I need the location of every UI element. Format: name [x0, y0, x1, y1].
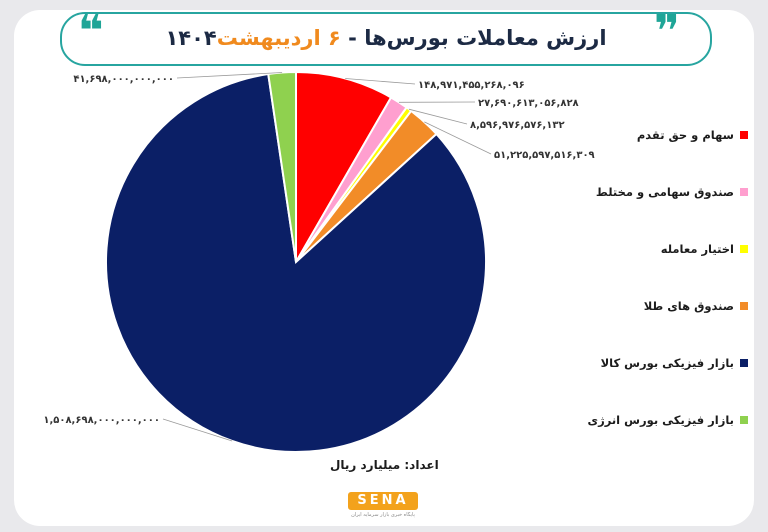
leader-line-energy-physical [176, 72, 283, 79]
leader-line-gold-funds [424, 121, 492, 155]
data-label-energy-physical: ۴۱,۶۹۸,۰۰۰,۰۰۰,۰۰۰ [73, 74, 174, 85]
title-date: ۶ اردیبهشت [216, 26, 341, 50]
legend-swatch [740, 416, 748, 424]
pie-slices [105, 70, 487, 453]
data-labels: ۱۴۸,۹۷۱,۴۵۵,۲۶۸,۰۹۶ ۲۷,۶۹۰,۶۱۳,۰۵۶,۸۲۸ ۸,۵… [43, 74, 594, 426]
legend-label: بازار فیزیکی بورس انرژی [587, 413, 734, 427]
legend-label: صندوق های طلا [643, 299, 734, 313]
legend-label: اختیار معامله [660, 242, 734, 256]
legend-item-gold-funds: صندوق های طلا [644, 299, 748, 313]
legend-swatch [740, 131, 748, 139]
leader-line-stocks [345, 78, 416, 85]
pie-slice-stocks [295, 70, 393, 266]
title-year: ۱۴۰۴ [165, 26, 217, 50]
data-label-mixed-funds: ۲۷,۶۹۰,۶۱۳,۰۵۶,۸۲۸ [478, 98, 579, 109]
quote-open-icon: ❝ [78, 6, 104, 57]
title-bar: ارزش معاملات بورس‌ها - ۶ اردیبهشت۱۴۰۴ [60, 12, 712, 66]
legend-item-stocks: سهام و حق تقدم [637, 128, 748, 142]
legend-label: سهام و حق تقدم [636, 128, 734, 142]
legend-item-commodity-physical: بازار فیزیکی بورس کالا [601, 356, 748, 370]
pie-slice-energy-physical [267, 70, 297, 263]
title-main: ارزش معاملات بورس‌ها - [340, 26, 607, 50]
data-label-options: ۸,۵۹۶,۹۷۶,۵۷۶,۱۳۲ [470, 120, 565, 131]
source-note: اعداد: میلیارد ریال [330, 458, 439, 472]
leader-line-commodity-physical [162, 418, 233, 442]
legend-label: بازار فیزیکی بورس کالا [600, 356, 734, 370]
data-label-stocks: ۱۴۸,۹۷۱,۴۵۵,۲۶۸,۰۹۶ [418, 80, 525, 91]
logo-tagline: پایگاه خبری بازار سرمایه ایران [351, 512, 415, 518]
legend-swatch [740, 245, 748, 253]
legend-item-options: اختیار معامله [661, 242, 748, 256]
legend-swatch [740, 302, 748, 310]
data-label-gold-funds: ۵۱,۲۲۵,۵۹۷,۵۱۶,۳۰۹ [494, 150, 595, 161]
page-title: ارزش معاملات بورس‌ها - ۶ اردیبهشت۱۴۰۴ [62, 26, 710, 50]
data-label-commodity-physical: ۱,۵۰۸,۶۹۸,۰۰۰,۰۰۰,۰۰۰ [43, 415, 160, 426]
leader-line-options [408, 108, 468, 125]
leader-lines [162, 72, 492, 442]
quote-close-icon: ❞ [654, 6, 680, 57]
legend-item-energy-physical: بازار فیزیکی بورس انرژی [588, 413, 748, 427]
legend-item-mixed-funds: صندوق سهامی و مختلط [596, 185, 748, 199]
legend-label: صندوق سهامی و مختلط [595, 185, 734, 199]
legend-swatch [740, 188, 748, 196]
sena-logo: SENA [348, 492, 418, 510]
legend-swatch [740, 359, 748, 367]
